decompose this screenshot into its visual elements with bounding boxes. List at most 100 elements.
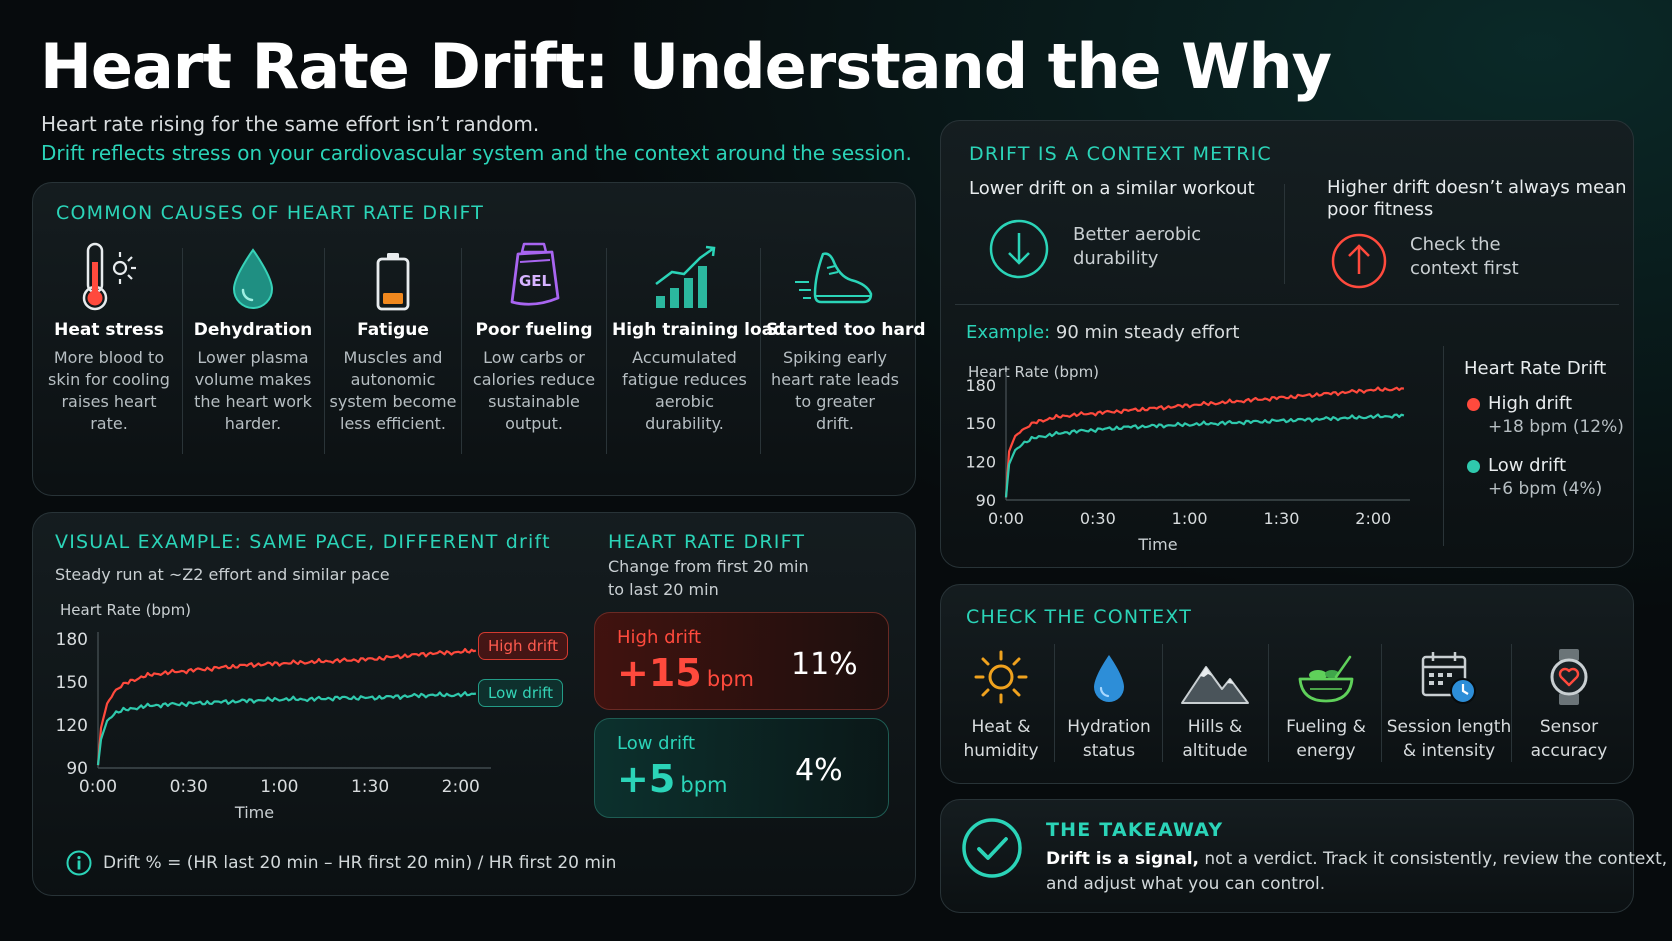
high-drift-box: High drift +15 bpm 11%: [594, 612, 889, 710]
context-label-line: accuracy: [1530, 741, 1608, 761]
x-tick-label: 2:00: [1355, 509, 1391, 528]
cause-name: Dehydration: [193, 320, 313, 340]
cause-desc-line: Muscles and: [343, 348, 443, 367]
cause-fatigue: Fatigue Muscles and autonomic system bec…: [328, 240, 458, 435]
y-tick-label: 90: [66, 759, 88, 779]
causes-panel: [32, 182, 916, 496]
x-tick-label: 1:30: [1263, 509, 1299, 528]
rising-bars-icon: [612, 240, 757, 312]
cause-desc-line: heart rate leads: [771, 370, 899, 389]
low-drift-value: +5: [617, 757, 676, 801]
cause-desc-line: raises heart rate.: [61, 392, 157, 433]
up-arrow-icon: [1330, 232, 1388, 294]
context-label-line: Heat &: [971, 717, 1031, 737]
low-drift-box: Low drift +5 bpm 4%: [594, 718, 889, 818]
smartwatch-icon: [1514, 645, 1624, 707]
bowl-icon: [1271, 645, 1381, 707]
context-label-line: status: [1082, 741, 1136, 761]
x-tick-label: 0:30: [1080, 509, 1116, 528]
visual-example-description: Steady run at ~Z2 effort and similar pac…: [55, 565, 390, 584]
x-tick-label: 1:00: [1172, 509, 1208, 528]
legend-low-value: +6 bpm (4%): [1488, 479, 1603, 499]
calendar-clock-icon: [1382, 645, 1516, 707]
cause-name: Poor fueling: [475, 320, 593, 340]
cause-desc-line: Lower plasma: [197, 348, 309, 367]
y-tick-label: 120: [965, 453, 996, 472]
takeaway-heading: THE TAKEAWAY: [1046, 819, 1224, 841]
series-line-low-drift: [96, 691, 477, 766]
y-axis-label: Heart Rate (bpm): [60, 601, 191, 619]
down-arrow-icon: [988, 218, 1050, 284]
cause-dehydration: Dehydration Lower plasma volume makes th…: [188, 240, 318, 435]
low-drift-unit: bpm: [680, 773, 728, 797]
thermometer-icon: [44, 240, 174, 312]
visual-example-heading: VISUAL EXAMPLE: SAME PACE, DIFFERENT dri…: [55, 531, 551, 553]
cause-desc-line: Low carbs or: [483, 348, 585, 367]
cause-desc-line: Spiking early: [783, 348, 887, 367]
cause-desc-line: fatigue reduces: [622, 370, 747, 389]
cause-desc-line: output.: [505, 414, 563, 433]
cause-poor-fueling: GEL Poor fueling Low carbs or calories r…: [466, 240, 602, 435]
higher-drift-title-2: poor fitness: [1327, 199, 1434, 220]
drift-summary-desc-1: Change from first 20 min: [608, 557, 809, 576]
x-tick-label: 1:30: [351, 777, 389, 797]
sun-icon: [946, 645, 1056, 707]
high-drift-value: +15: [617, 651, 702, 695]
cause-desc-line: sustainable: [488, 392, 580, 411]
series-line-high-drift: [96, 647, 477, 766]
low-drift-tag: Low drift: [478, 679, 564, 707]
y-axis-label: Heart Rate (bpm): [968, 363, 1099, 381]
drift-summary-desc-2: to last 20 min: [608, 580, 719, 599]
svg-text:GEL: GEL: [519, 272, 552, 290]
mountain-icon: [1160, 645, 1270, 707]
cause-desc-line: drift.: [816, 414, 854, 433]
y-tick-label: 120: [56, 716, 88, 736]
info-icon: [66, 850, 92, 880]
legend-high-value: +18 bpm (12%): [1488, 417, 1624, 437]
series-line-low-drift: [1004, 413, 1405, 498]
takeaway-panel: [940, 799, 1634, 913]
cause-desc-line: system become: [329, 392, 457, 411]
check-context-panel: [940, 584, 1634, 784]
lower-drift-text-2: durability: [1073, 248, 1159, 269]
context-metric-panel: [940, 120, 1634, 568]
context-label-line: altitude: [1182, 741, 1248, 761]
check-context-heading: CHECK THE CONTEXT: [966, 606, 1192, 628]
running-shoe-icon: [766, 240, 904, 312]
water-drop-icon: [1054, 645, 1164, 707]
context-label-line: humidity: [963, 741, 1039, 761]
cause-desc-line: Accumulated: [632, 348, 737, 367]
cause-desc-line: skin for cooling: [48, 370, 170, 389]
context-label-line: Sensor: [1539, 717, 1599, 737]
subtitle-line-1: Heart rate rising for the same effort is…: [41, 112, 540, 136]
legend-low-label: Low drift: [1488, 455, 1567, 476]
page-title: Heart Rate Drift: Understand the Why: [40, 30, 1332, 103]
cause-heat-stress: Heat stress More blood to skin for cooli…: [44, 240, 174, 435]
chart-right: Heart Rate (bpm) 90 120 150 180 0:00 0:30 1:00 1…: [965, 363, 1410, 554]
example-label: Example:: [966, 322, 1051, 343]
context-label-line: energy: [1296, 741, 1356, 761]
x-tick-label: 0:00: [79, 777, 117, 797]
cause-name: High training load: [612, 320, 786, 340]
cause-started-too-hard: Started too hard Spiking early heart rat…: [766, 240, 926, 435]
context-metric-heading: DRIFT IS A CONTEXT METRIC: [969, 143, 1272, 165]
check-circle-icon: [960, 816, 1024, 884]
high-drift-unit: bpm: [706, 667, 754, 691]
legend-high-label: High drift: [1488, 393, 1572, 414]
lower-drift-text-1: Better aerobic: [1073, 224, 1202, 245]
y-tick-label: 150: [965, 414, 996, 433]
higher-drift-text-2: context first: [1410, 258, 1519, 279]
cause-high-training-load: High training load Accumulated fatigue r…: [612, 240, 786, 435]
context-hydration-status: Hydration status: [1054, 645, 1164, 763]
x-tick-label: 0:00: [988, 509, 1024, 528]
example-text: 90 min steady effort: [1055, 322, 1240, 343]
cause-name: Fatigue: [357, 320, 429, 340]
y-tick-label: 150: [56, 673, 88, 693]
context-session-length: Session length & intensity: [1382, 645, 1516, 763]
series-line-high-drift: [1004, 386, 1405, 498]
legend-high-dot: [1467, 398, 1480, 411]
lower-drift-title: Lower drift on a similar workout: [969, 178, 1255, 199]
x-axis-label: Time: [1137, 535, 1177, 554]
takeaway-line-1: not a verdict. Track it consistently, re…: [1199, 849, 1668, 869]
cause-desc-line: aerobic: [654, 392, 715, 411]
